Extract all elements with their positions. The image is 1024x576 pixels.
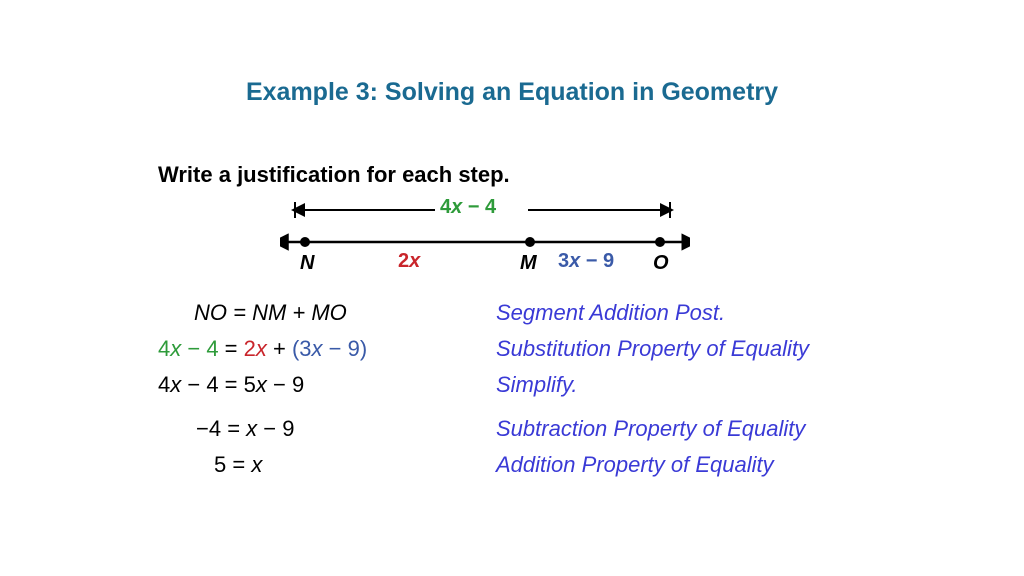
step-equation: 4x − 4 = 2x + (3x − 9): [158, 336, 496, 372]
point-n: N: [300, 252, 314, 275]
label-nm-var: x: [409, 250, 420, 272]
step-equation: −4 = x − 9: [158, 416, 496, 452]
step-justification: Segment Addition Post.: [496, 300, 827, 336]
equation-part: =: [219, 336, 244, 362]
equation-part: 4: [158, 336, 170, 362]
label-nm-num: 2: [398, 250, 409, 272]
equation-part: 4: [158, 372, 170, 398]
label-total-num: 4: [440, 196, 451, 218]
equation-part: − 9: [257, 416, 294, 442]
equation-part: x: [256, 336, 267, 362]
label-mo-suffix: − 9: [580, 250, 614, 272]
equation-part: x: [312, 336, 323, 362]
equation-part: x: [251, 452, 262, 478]
step-equation: NO = NM + MO: [158, 300, 496, 336]
equation-part: +: [267, 336, 292, 362]
step-row: 4x − 4 = 2x + (3x − 9)Substitution Prope…: [158, 336, 827, 372]
step-justification: Addition Property of Equality: [496, 452, 827, 488]
equation-part: − 4 = 5: [181, 372, 256, 398]
label-mo-var: x: [569, 250, 580, 272]
label-nm: 2x: [398, 250, 420, 273]
step-justification: Simplify.: [496, 372, 827, 416]
slide: Example 3: Solving an Equation in Geomet…: [0, 0, 1024, 576]
step-equation: 4x − 4 = 5x − 9: [158, 372, 496, 416]
equation-part: x: [170, 372, 181, 398]
label-mo-num: 3: [558, 250, 569, 272]
label-total-var: x: [451, 196, 462, 218]
step-row: −4 = x − 9Subtraction Property of Equali…: [158, 416, 827, 452]
equation-part: − 9): [323, 336, 368, 362]
equation-part: 5 =: [214, 452, 251, 478]
segment-diagram: 4x − 4 2x 3x − 9 N M O: [280, 194, 690, 284]
equation-part: 2: [244, 336, 256, 362]
step-justification: Subtraction Property of Equality: [496, 416, 827, 452]
point-o: O: [653, 252, 669, 275]
step-row: 4x − 4 = 5x − 9Simplify.: [158, 372, 827, 416]
equation-part: x: [246, 416, 257, 442]
step-equation: 5 = x: [158, 452, 496, 488]
prompt-text: Write a justification for each step.: [158, 162, 510, 188]
step-justification: Substitution Property of Equality: [496, 336, 827, 372]
equation-part: − 9: [267, 372, 304, 398]
equation-part: x: [170, 336, 181, 362]
step-row: NO = NM + MO Segment Addition Post.: [158, 300, 827, 336]
equation-part: NO = NM + MO: [194, 300, 347, 326]
equation-part: (3: [292, 336, 312, 362]
label-total-suffix: − 4: [462, 196, 496, 218]
label-total: 4x − 4: [440, 196, 496, 219]
label-mo: 3x − 9: [558, 250, 614, 273]
step-row: 5 = xAddition Property of Equality: [158, 452, 827, 488]
point-m: M: [520, 252, 537, 275]
proof-steps: NO = NM + MOSegment Addition Post.4x − 4…: [158, 300, 827, 488]
equation-part: −4 =: [196, 416, 246, 442]
slide-title: Example 3: Solving an Equation in Geomet…: [0, 78, 1024, 107]
equation-part: − 4: [181, 336, 218, 362]
equation-part: x: [256, 372, 267, 398]
